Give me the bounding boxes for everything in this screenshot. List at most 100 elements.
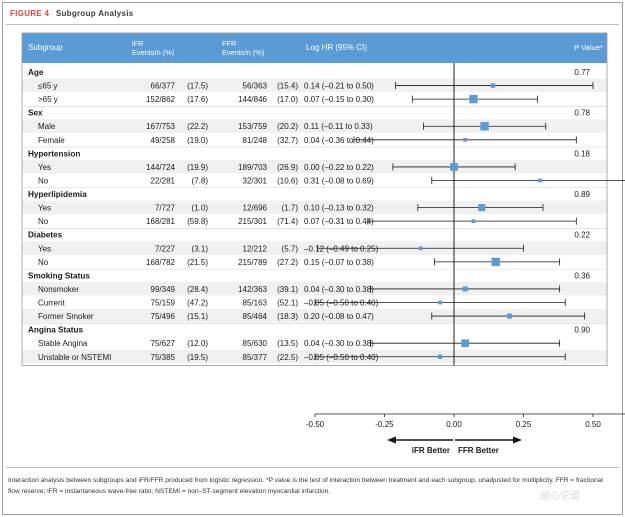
point-estimate [471,219,476,224]
header-ffr-line1: FFR [222,39,236,48]
point-estimate [491,257,500,267]
hr-ci-text: 0.07 (–0.15 to 0.30) [304,95,374,104]
ffr-events: 215/789 [238,258,267,267]
point-estimate [450,163,458,171]
point-estimate [462,286,468,292]
row-band [22,349,607,364]
table-border [21,32,608,366]
row-label: No [38,258,49,267]
figure-number: FIGURE 4 [10,9,50,18]
arrow-right-head [513,436,522,444]
ifr-events: 152/862 [146,95,175,104]
ifr-percent: (19.9) [187,163,208,172]
ffr-events: 189/703 [238,163,267,172]
watermark: 朋心论道 [540,491,580,502]
header-pval: P Value* [574,43,603,52]
point-estimate [418,246,423,251]
ifr-events: 168/782 [146,258,175,267]
ffr-events: 85/464 [243,312,268,321]
row-band [22,119,607,133]
ffr-events: 85/377 [243,353,268,362]
ifr-percent: (1.0) [192,204,209,213]
group-p-value: 0.22 [574,231,590,240]
group-p-value: 0.89 [574,190,590,199]
row-label: Nonsmoker [38,285,79,294]
hr-ci-text: –0.12 (–0.49 to 0.25) [304,244,379,253]
hr-ci-text: 0.15 (–0.07 to 0.38) [304,258,374,267]
ifr-percent: (21.5) [187,258,208,267]
title-divider [6,24,619,25]
row-band [22,241,607,255]
point-estimate [538,178,543,183]
header-band [22,33,607,63]
hr-ci-text: –0.05 (–0.50 to 0.40) [304,299,379,308]
point-estimate [480,122,489,131]
header-ifr-line2: Events/n (%) [132,48,174,57]
label-ifr-better: iFR Better [412,446,450,455]
hr-ci-text: 0.07 (–0.31 to 0.44) [304,217,374,226]
hr-ci-text: 0.10 (–0.13 to 0.32) [304,204,374,213]
point-estimate [490,83,496,88]
group-p-value: 0.18 [574,149,590,158]
figure-name: Subgroup Analysis [55,9,134,18]
ffr-percent: (26.9) [277,163,298,172]
figure-title: FIGURE 4 Subgroup Analysis [10,9,134,18]
ifr-percent: (17.5) [187,82,208,91]
footnote: Interaction analysis between subgroups a… [8,477,603,495]
row-label: Male [38,122,56,131]
row-label: No [38,217,49,226]
header-ffr-line2: Events/n (%) [222,48,264,57]
hr-ci-text: –0.05 (–0.50 to 0.40) [304,353,379,362]
group-label: Hyperlipidemia [28,190,87,199]
row-label: >65 y [38,95,58,104]
group-label: Smoking Status [28,271,90,280]
ifr-percent: (59.8) [187,217,208,226]
row-band [22,309,607,323]
row-label: No [38,176,49,185]
ifr-percent: (19.5) [187,353,208,362]
ifr-percent: (15.1) [187,312,208,321]
header-hr: Log HR (95% CI) [306,43,367,52]
hr-ci-text: 0.31 (–0.08 to 0.69) [304,176,374,185]
row-label: ≤65 y [38,82,58,91]
row-band [22,159,607,174]
ffr-percent: (39.1) [277,285,298,294]
ifr-events: 7/727 [155,204,176,213]
ffr-events: 85/163 [243,299,268,308]
ifr-events: 22/281 [151,176,176,185]
ifr-percent: (28.4) [187,285,208,294]
ifr-events: 167/753 [146,122,175,131]
ifr-events: 7/227 [155,244,176,253]
ifr-percent: (19.0) [187,136,208,145]
ffr-events: 153/759 [238,122,267,131]
hr-ci-text: 0.14 (–0.21 to 0.50) [304,82,374,91]
ffr-percent: (1.7) [282,204,299,213]
ffr-events: 12/696 [243,204,268,213]
hr-ci-text: 0.04 (–0.30 to 0.38) [304,285,374,294]
row-label: Former Smoker [38,312,94,321]
group-label: Hypertension [28,149,80,158]
ifr-events: 75/627 [151,339,176,348]
ifr-percent: (22.2) [187,122,208,131]
ifr-events: 168/281 [146,217,175,226]
x-tick-label: 0.00 [446,420,462,429]
group-label: Angina Status [28,326,83,335]
row-label: Yes [38,244,51,253]
hr-ci-text: 0.00 (–0.22 to 0.22) [304,163,374,172]
arrow-left-head [387,436,396,444]
header-ifr-line1: iFR [132,39,144,48]
row-label: Current [38,299,65,308]
ifr-events: 75/496 [151,312,176,321]
row-band [22,78,607,93]
ffr-events: 12/212 [243,244,268,253]
ffr-percent: (22.5) [277,353,298,362]
point-estimate [463,137,468,142]
row-label: Yes [38,163,51,172]
group-p-value: 0.78 [574,109,590,118]
ffr-percent: (17.0) [277,95,298,104]
ffr-events: 32/301 [243,176,268,185]
ffr-percent: (13.5) [277,339,298,348]
ifr-events: 75/385 [151,353,176,362]
point-estimate [478,204,486,212]
